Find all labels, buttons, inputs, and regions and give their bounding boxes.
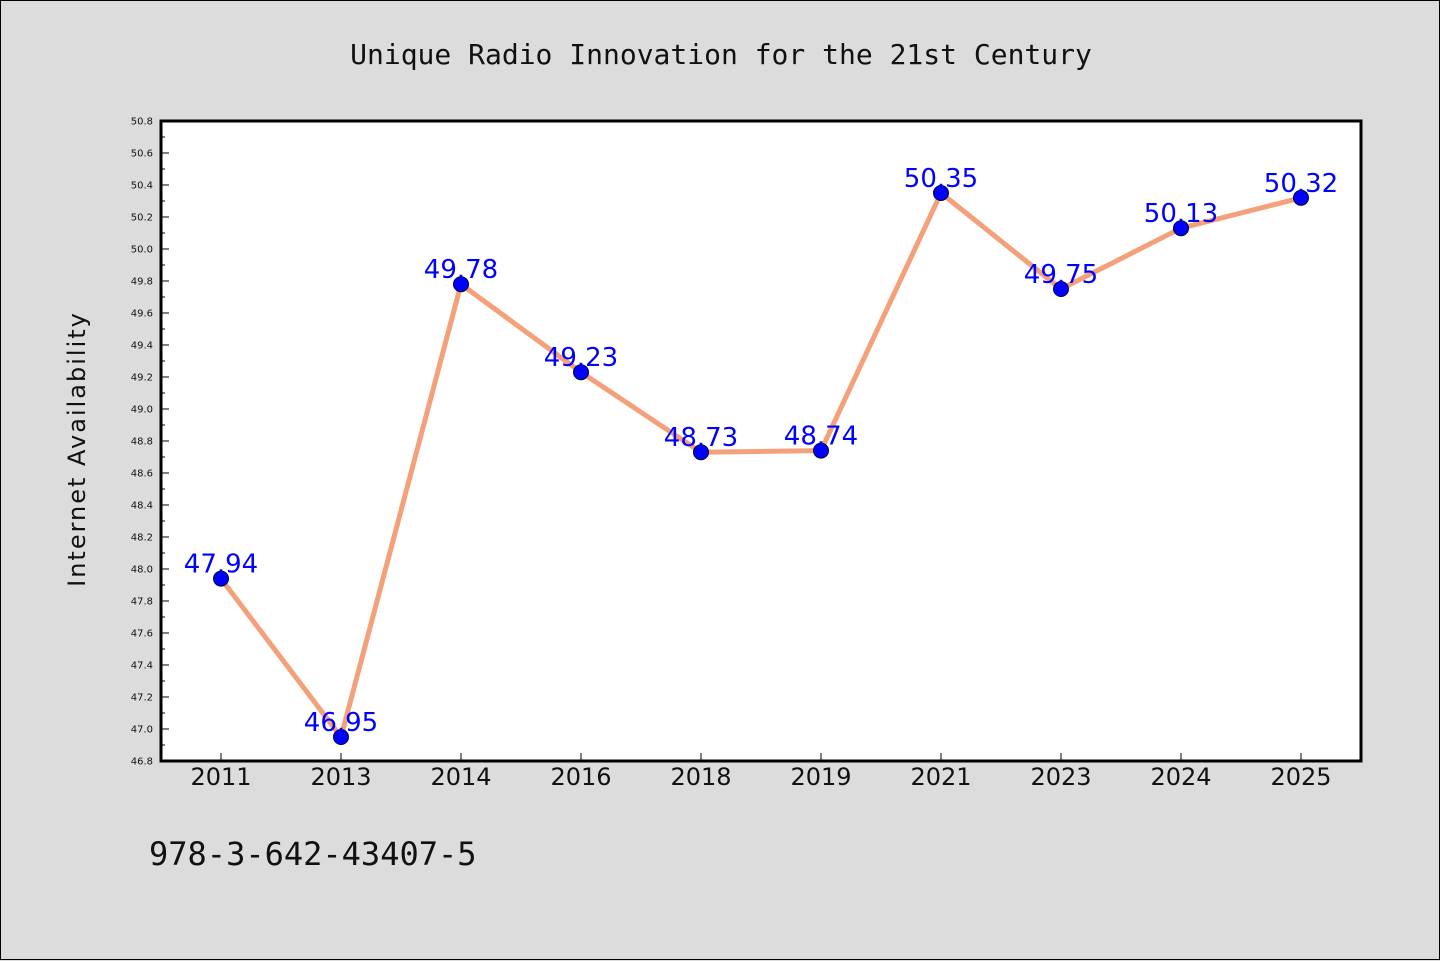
x-tick-label: 2014 (430, 763, 491, 791)
data-point-label: 49.75 (1024, 260, 1098, 290)
data-point-marker (1053, 281, 1069, 297)
footer-text: 978-3-642-43407-5 (149, 835, 477, 873)
y-tick-label: 50.8 (131, 117, 153, 128)
data-point-marker (453, 276, 469, 293)
data-point-marker (813, 442, 829, 459)
y-tick-label: 47.4 (131, 661, 153, 672)
y-tick-label: 50.0 (131, 245, 153, 256)
y-axis-label: Internet Availability (63, 311, 91, 587)
data-point-label: 50.32 (1264, 169, 1338, 199)
x-tick-label: 2011 (190, 763, 251, 791)
y-tick-label: 47.0 (131, 725, 153, 736)
data-point-label: 49.23 (544, 343, 618, 373)
series-markers (213, 185, 1309, 745)
data-point-label: 47.94 (184, 550, 258, 580)
y-tick-label: 49.0 (131, 405, 153, 416)
y-tick-label: 50.2 (131, 213, 153, 224)
chart-title: Unique Radio Innovation for the 21st Cen… (350, 38, 1092, 71)
y-tick-label: 48.0 (131, 565, 153, 576)
y-tick-label: 48.4 (131, 501, 153, 512)
x-tick-label: 2018 (670, 763, 731, 791)
data-point-marker (333, 729, 349, 745)
y-tick-label: 46.8 (131, 757, 153, 768)
y-tick-label: 49.8 (131, 277, 153, 288)
x-tick-label: 2023 (1030, 763, 1091, 791)
x-tick-label: 2019 (790, 763, 851, 791)
data-point-label: 50.13 (1144, 199, 1218, 229)
data-point-marker (933, 185, 949, 201)
y-tick-label: 47.8 (131, 597, 153, 608)
data-point-label: 48.73 (664, 423, 738, 453)
y-tick-label: 49.2 (131, 373, 153, 384)
data-point-label: 48.74 (784, 422, 858, 452)
data-labels: 47.94 46.95 49.78 49.23 48.73 48.74 50.35 49.75… (184, 164, 1338, 738)
x-tick-label: 2016 (550, 763, 611, 791)
data-point-marker (1173, 220, 1189, 237)
data-point-label: 50.35 (904, 164, 978, 194)
y-tick-label: 49.4 (131, 341, 153, 352)
series-line (218, 190, 1304, 740)
y-tick-label: 49.6 (131, 309, 153, 320)
x-axis-ticks: 2011 2013 2014 2016 2018 2019 2021 2023 2024 2025 (190, 753, 1332, 791)
data-point-label: 49.78 (424, 255, 498, 285)
data-point-label: 46.95 (304, 708, 378, 738)
y-tick-label: 47.6 (131, 629, 153, 640)
x-tick-label: 2024 (1150, 763, 1211, 791)
data-point-marker (1293, 189, 1309, 206)
x-tick-label: 2025 (1270, 763, 1331, 791)
y-tick-label: 48.6 (131, 469, 153, 480)
x-tick-label: 2013 (310, 763, 371, 791)
data-point-marker (693, 444, 709, 461)
plot-border (159, 119, 1363, 763)
y-tick-label: 48.8 (131, 437, 153, 448)
y-tick-label: 47.2 (131, 693, 153, 704)
y-tick-label: 48.2 (131, 533, 153, 544)
data-point-marker (573, 364, 589, 381)
series-line-group (218, 190, 1304, 740)
y-tick-label: 50.6 (131, 149, 153, 160)
y-tick-label: 50.4 (131, 181, 153, 192)
data-point-marker (213, 570, 229, 587)
x-tick-label: 2021 (910, 763, 971, 791)
